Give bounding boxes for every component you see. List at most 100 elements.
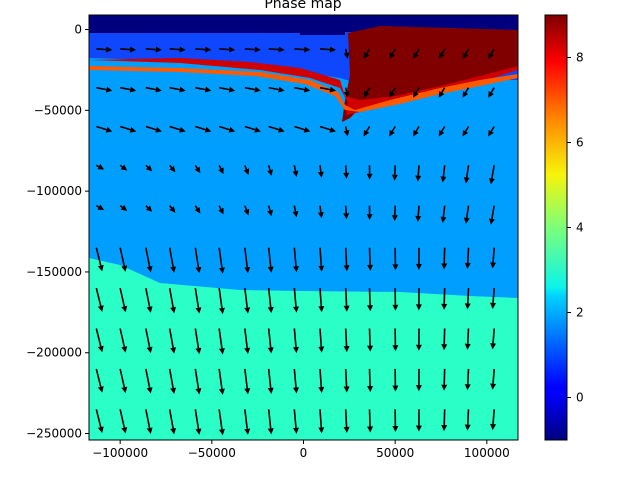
velocity-arrow bbox=[292, 165, 299, 177]
velocity-arrow-shaft bbox=[319, 165, 322, 173]
velocity-arrow bbox=[145, 287, 153, 313]
velocity-arrow-head bbox=[155, 86, 162, 93]
velocity-arrow-shaft bbox=[168, 368, 174, 389]
velocity-arrow-shaft bbox=[218, 409, 223, 430]
velocity-arrow-head bbox=[267, 347, 274, 354]
velocity-arrow-shaft bbox=[145, 164, 149, 168]
velocity-arrow bbox=[194, 409, 202, 435]
velocity-arrow bbox=[194, 368, 202, 395]
velocity-arrow-head bbox=[488, 177, 495, 185]
phase-region-slab-top bbox=[89, 66, 518, 112]
velocity-arrow-head bbox=[195, 307, 202, 314]
velocity-arrow-shaft bbox=[218, 205, 222, 210]
velocity-arrow-shaft bbox=[319, 205, 322, 213]
velocity-arrow-shaft bbox=[219, 86, 230, 91]
velocity-arrow bbox=[168, 368, 177, 395]
velocity-arrow-head bbox=[278, 126, 285, 133]
velocity-arrow-shaft bbox=[145, 48, 156, 51]
velocity-arrow-shaft bbox=[169, 48, 180, 51]
velocity-arrow-shaft bbox=[344, 48, 348, 54]
velocity-arrow bbox=[268, 125, 285, 133]
velocity-arrow-head bbox=[488, 91, 494, 98]
velocity-arrow-head bbox=[318, 346, 325, 353]
velocity-arrow-shaft bbox=[466, 328, 470, 344]
velocity-arrow bbox=[440, 205, 447, 223]
velocity-arrow-head bbox=[392, 264, 399, 271]
velocity-arrow-head bbox=[488, 52, 494, 59]
velocity-arrow bbox=[391, 205, 398, 222]
velocity-arrow-shaft bbox=[169, 86, 180, 91]
velocity-arrow bbox=[462, 48, 470, 59]
velocity-arrow bbox=[438, 126, 446, 137]
velocity-arrow-head bbox=[389, 129, 395, 137]
velocity-arrow-head bbox=[415, 263, 422, 270]
velocity-arrow bbox=[145, 368, 153, 394]
velocity-arrow bbox=[488, 48, 495, 59]
velocity-arrow bbox=[367, 328, 374, 352]
velocity-arrow bbox=[169, 125, 186, 133]
velocity-arrow bbox=[145, 247, 153, 273]
velocity-arrow-shaft bbox=[442, 165, 446, 177]
velocity-arrow-shaft bbox=[490, 126, 495, 132]
velocity-arrow-head bbox=[367, 264, 374, 271]
velocity-arrow-shaft bbox=[120, 86, 131, 91]
velocity-arrow-shaft bbox=[119, 328, 126, 347]
velocity-arrow-head bbox=[462, 91, 469, 98]
velocity-arrow-head bbox=[218, 167, 224, 175]
velocity-arrow bbox=[244, 86, 261, 93]
velocity-arrow-head bbox=[146, 387, 153, 394]
velocity-arrow-head bbox=[392, 385, 399, 392]
velocity-arrow-head bbox=[292, 306, 299, 313]
y-tick-label: −200000 bbox=[26, 346, 82, 360]
velocity-arrow-shaft bbox=[464, 87, 470, 93]
velocity-arrow-shaft bbox=[145, 205, 149, 209]
velocity-arrow-head bbox=[97, 305, 104, 312]
velocity-arrow-head bbox=[97, 164, 105, 170]
velocity-arrow-head bbox=[97, 345, 104, 353]
velocity-arrow-shaft bbox=[492, 409, 495, 425]
velocity-arrow bbox=[120, 46, 137, 53]
velocity-arrow-head bbox=[278, 86, 285, 93]
velocity-arrow-head bbox=[146, 346, 153, 354]
velocity-arrow bbox=[415, 288, 422, 311]
velocity-arrow bbox=[244, 368, 251, 395]
velocity-arrow bbox=[318, 409, 325, 434]
velocity-arrow-head bbox=[244, 347, 251, 354]
velocity-arrow-head bbox=[244, 388, 251, 395]
velocity-arrow-head bbox=[488, 129, 494, 137]
velocity-arrow-head bbox=[441, 424, 448, 432]
velocity-arrow bbox=[218, 205, 224, 215]
velocity-arrow-head bbox=[329, 126, 336, 133]
velocity-arrow bbox=[392, 368, 399, 392]
velocity-arrow bbox=[194, 205, 201, 214]
velocity-arrow-shaft bbox=[293, 205, 297, 212]
velocity-arrow bbox=[169, 86, 186, 93]
velocity-arrow-head bbox=[278, 46, 285, 53]
velocity-arrow bbox=[219, 46, 236, 53]
velocity-arrow-shaft bbox=[244, 368, 248, 389]
velocity-arrow bbox=[195, 86, 212, 93]
velocity-arrow-shaft bbox=[365, 87, 371, 93]
velocity-arrow bbox=[292, 328, 299, 354]
velocity-arrow-shaft bbox=[169, 125, 181, 131]
velocity-arrow-shaft bbox=[368, 328, 371, 346]
velocity-arrow-head bbox=[179, 126, 186, 133]
x-tick-label: 100000 bbox=[464, 446, 510, 460]
velocity-arrow-shaft bbox=[169, 164, 173, 169]
velocity-arrow-head bbox=[97, 264, 104, 272]
velocity-arrow-shaft bbox=[95, 247, 102, 266]
velocity-arrow-shaft bbox=[268, 125, 280, 131]
velocity-arrow-shaft bbox=[344, 288, 348, 306]
velocity-arrow-head bbox=[254, 126, 261, 133]
velocity-arrow bbox=[490, 328, 497, 350]
velocity-arrow-shaft bbox=[365, 48, 371, 55]
velocity-arrow-head bbox=[413, 91, 419, 98]
velocity-arrow bbox=[244, 125, 261, 133]
velocity-arrow-shaft bbox=[145, 247, 151, 267]
velocity-arrow bbox=[343, 165, 350, 179]
velocity-arrow bbox=[319, 86, 336, 93]
velocity-arrow-head bbox=[363, 52, 370, 59]
velocity-arrow-head bbox=[438, 129, 445, 137]
velocity-arrow bbox=[318, 247, 325, 272]
velocity-arrow bbox=[194, 287, 202, 314]
